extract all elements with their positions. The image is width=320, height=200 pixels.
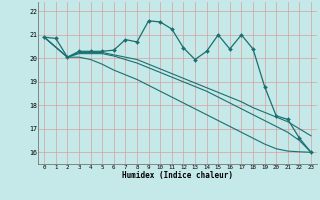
X-axis label: Humidex (Indice chaleur): Humidex (Indice chaleur) — [122, 171, 233, 180]
